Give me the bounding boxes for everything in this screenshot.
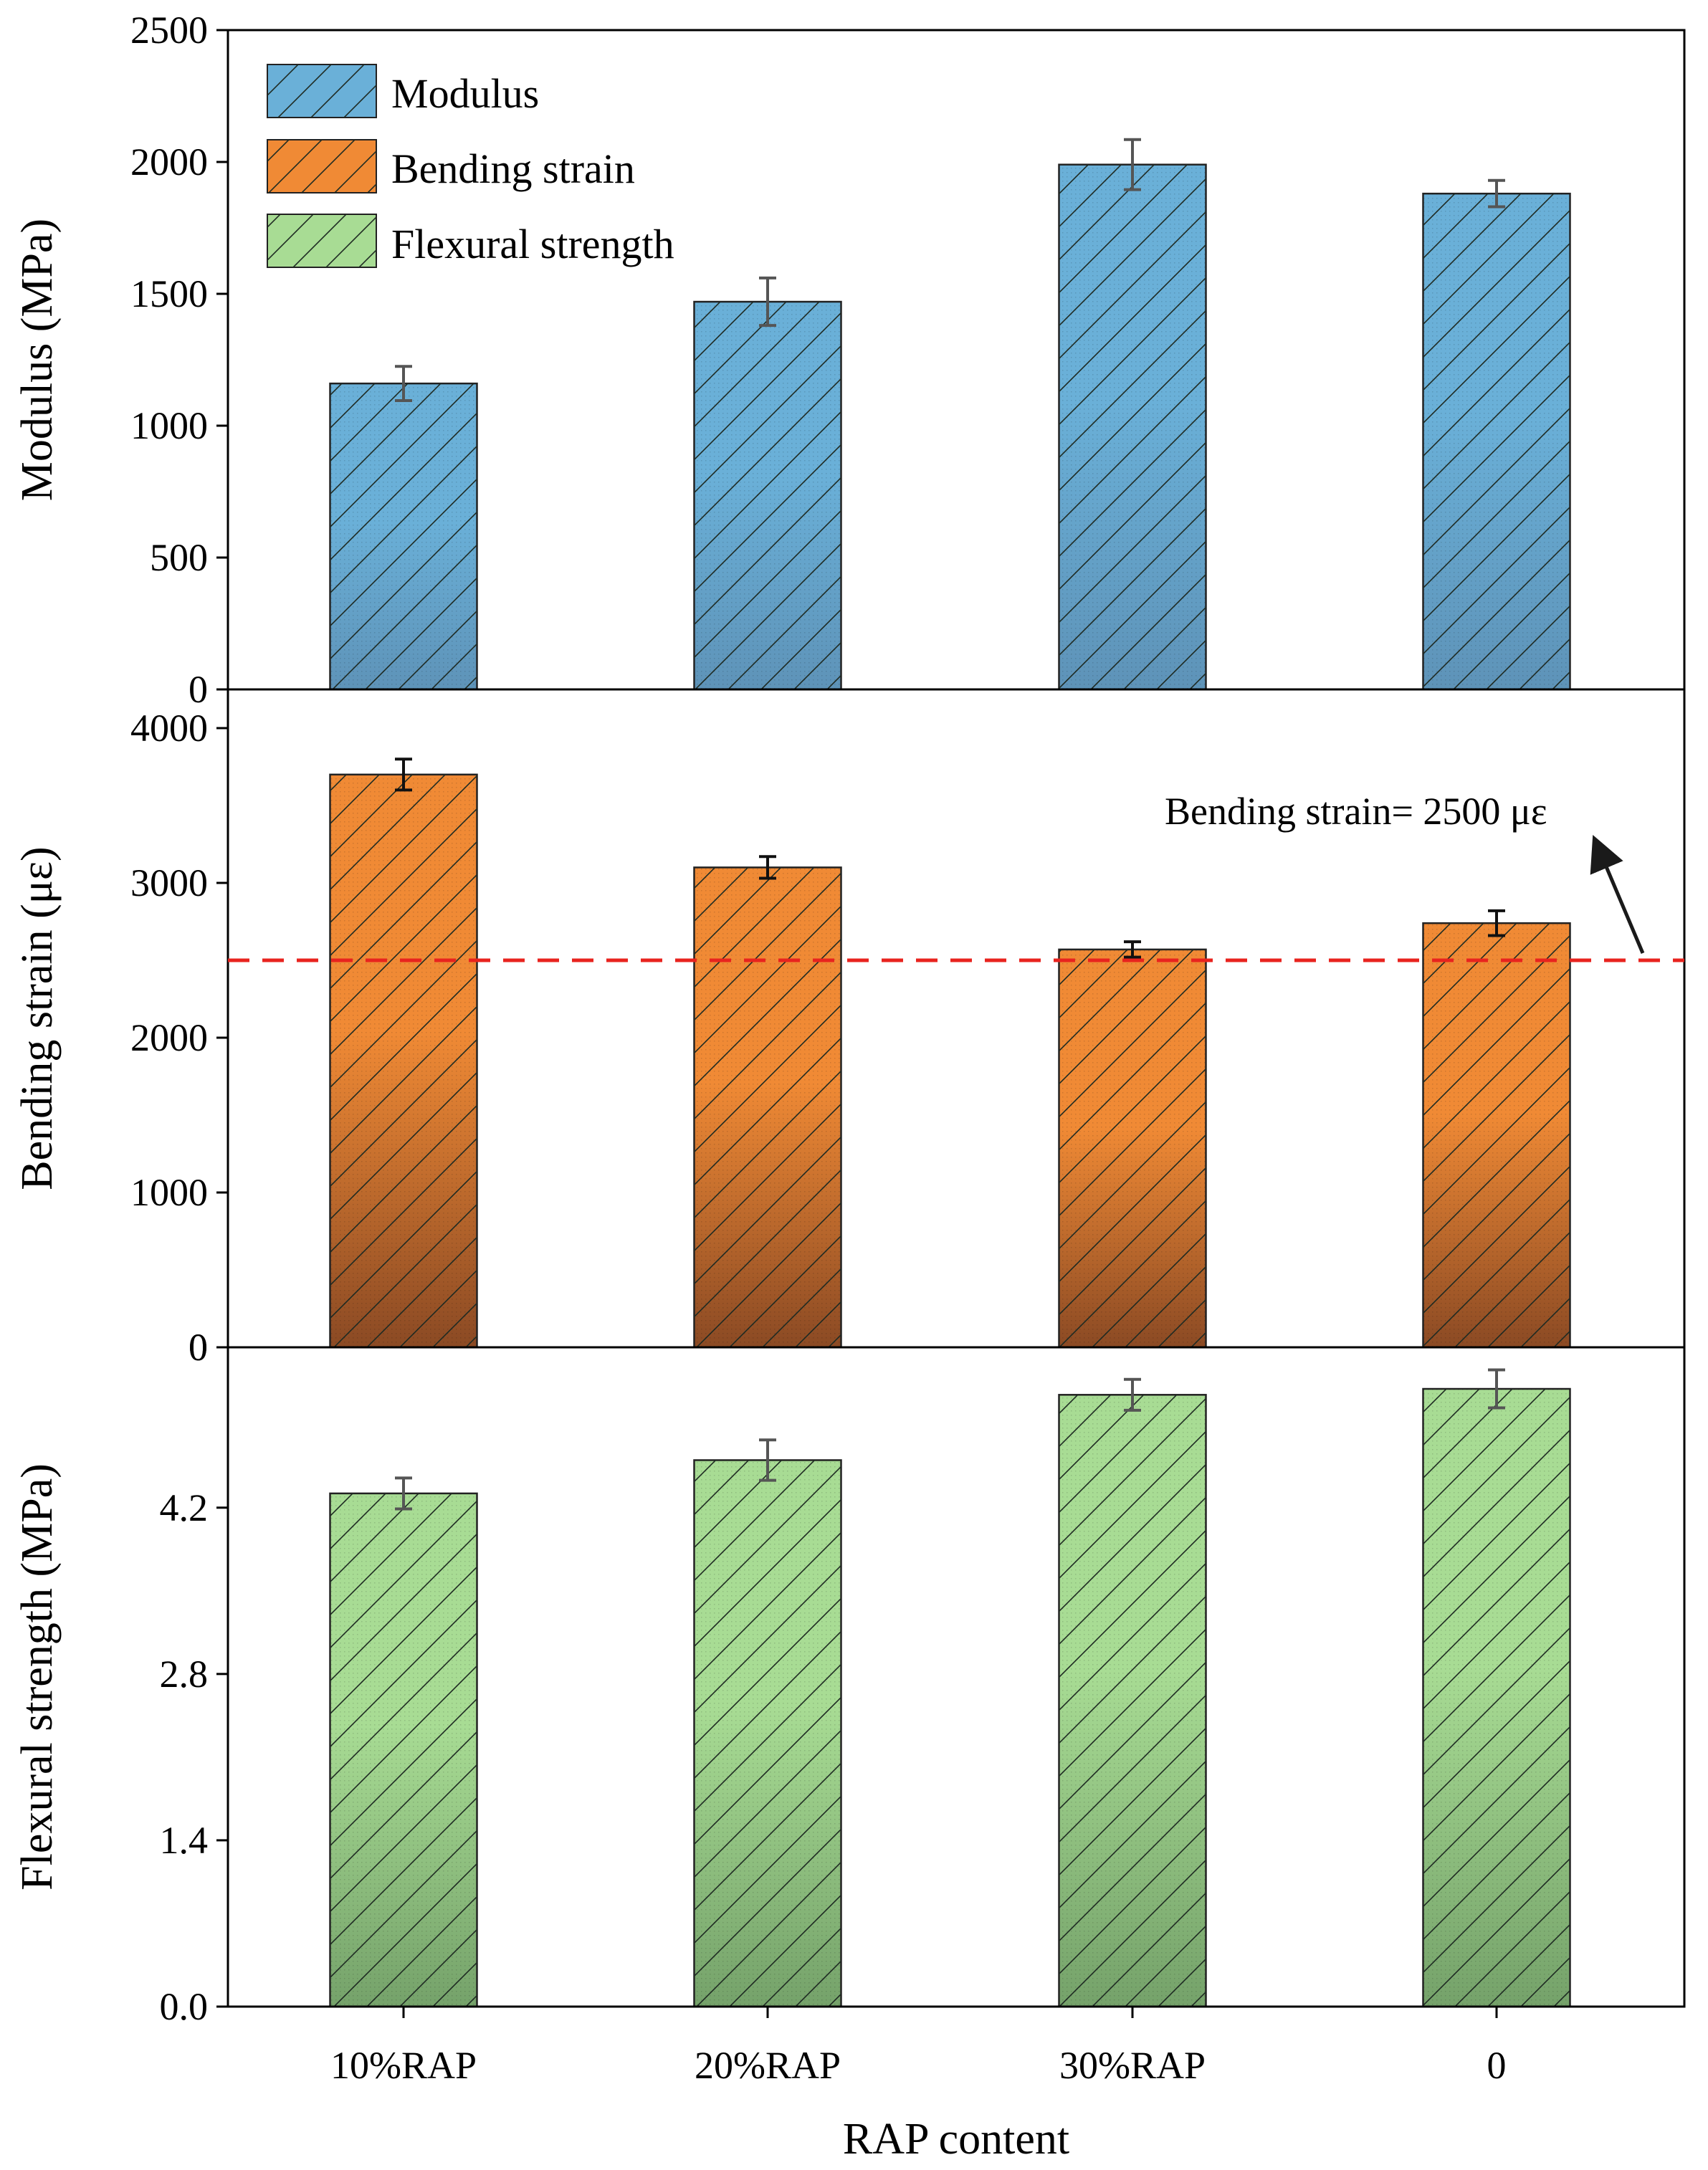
bar-texture-bending-strain-3: [1423, 923, 1570, 1347]
x-tick-label-3: 0: [1487, 2044, 1507, 2087]
x-tick-label-2: 30%RAP: [1059, 2044, 1206, 2087]
y-tick-label-flexural-strength-top: 0: [189, 1326, 208, 1369]
bar-texture-flexural-strength-3: [1423, 1389, 1570, 2007]
bar-texture-modulus-2: [1059, 165, 1206, 689]
reference-line-arrow: [1600, 851, 1643, 953]
bar-texture-bending-strain-2: [1059, 950, 1206, 1347]
y-tick-label-modulus-5: 2500: [130, 9, 208, 52]
x-tick-label-1: 20%RAP: [695, 2044, 841, 2087]
bar-texture-bending-strain-1: [695, 867, 841, 1347]
x-tick-label-0: 10%RAP: [330, 2044, 477, 2087]
bar-texture-modulus-3: [1423, 193, 1570, 689]
reference-line-label: Bending strain= 2500 με: [1165, 790, 1547, 833]
y-axis-title-flexural-strength: Flexural strength (MPa): [13, 1463, 62, 1891]
x-axis-title: RAP content: [843, 2115, 1069, 2164]
y-tick-label-bending-strain-4: 4000: [130, 707, 208, 750]
y-tick-label-flexural-strength-1: 1.4: [160, 1819, 209, 1862]
bar-texture-flexural-strength-1: [695, 1460, 841, 2007]
y-tick-label-flexural-strength-3: 4.2: [160, 1486, 209, 1529]
legend-swatch-modulus-hatch: [267, 64, 376, 118]
legend-swatch-flexural-hatch: [267, 214, 376, 267]
legend-label-flexural: Flexural strength: [391, 221, 674, 267]
y-tick-label-modulus-0: 0: [189, 668, 208, 711]
y-axis-title-bending-strain: Bending strain (με): [13, 846, 62, 1190]
x-tick-labels: 10%RAP 20%RAP 30%RAP 0: [330, 2044, 1507, 2087]
y-axis-title-modulus: Modulus (MPa): [13, 219, 62, 501]
bar-texture-modulus-1: [695, 302, 841, 689]
bar-texture-modulus-0: [330, 383, 477, 689]
y-tick-label-modulus-2: 1000: [130, 404, 208, 447]
legend-label-modulus: Modulus: [391, 70, 539, 117]
legend-swatch-bending-hatch: [267, 140, 376, 193]
legend: Modulus Bending strain Flexural strength: [267, 64, 674, 267]
y-tick-label-modulus-1: 500: [150, 536, 208, 579]
panel-flexural-strength: 0.0 1.4 2.8 4.2 0 Flexural strength (MPa): [13, 1326, 1684, 2028]
panel-modulus: 0 500 1000 1500 2000 2500 Modulus (MPa): [13, 9, 1684, 711]
chart: 0 500 1000 1500 2000 2500 Modulus (MPa) 0 1000 20…: [0, 0, 1708, 2170]
bar-texture-flexural-strength-0: [330, 1493, 477, 2007]
legend-label-bending: Bending strain: [391, 145, 635, 192]
y-tick-label-modulus-3: 1500: [130, 272, 208, 315]
y-tick-label-bending-strain-2: 2000: [130, 1016, 208, 1059]
bar-texture-flexural-strength-2: [1059, 1395, 1206, 2007]
y-tick-label-bending-strain-1: 1000: [130, 1171, 208, 1214]
y-tick-label-flexural-strength-2: 2.8: [160, 1653, 209, 1696]
y-tick-label-flexural-strength-0: 0.0: [160, 1985, 209, 2028]
y-tick-label-bending-strain-3: 3000: [130, 861, 208, 904]
y-tick-label-modulus-4: 2000: [130, 140, 208, 183]
bar-texture-bending-strain-0: [330, 775, 477, 1347]
